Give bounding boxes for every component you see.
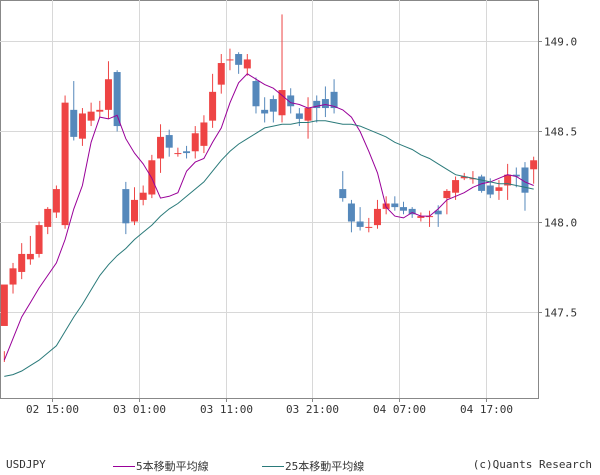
candle-body [278,90,286,116]
candle-body [408,208,416,215]
candle-body [157,136,165,159]
candle-body [530,160,538,170]
symbol-label: USDJPY [6,458,46,471]
candle-body [61,102,69,226]
candle-body [426,216,434,218]
candle-body [486,185,494,195]
candle-body [504,174,512,186]
y-tick-label: 147.5 [544,307,577,320]
candle-body [443,190,451,199]
candle-body [200,122,208,146]
candle-body [226,59,234,61]
ma25-legend-swatch [262,466,284,467]
candle-body [191,133,199,152]
x-tick-label: 03 01:00 [113,403,166,416]
y-tick-label: 148.0 [544,217,577,230]
candle-body [460,176,468,179]
candle-body [209,91,217,121]
candle-body [321,99,329,109]
candle-body [313,100,321,109]
candle-body [139,192,147,200]
candle-body [70,109,78,137]
candle-body [339,189,347,199]
candle-body [217,63,225,85]
ma5-legend-label: 5本移動平均線 [136,460,209,473]
ma5-line [3,73,534,361]
candle-body [235,54,243,65]
copyright-label: (c)Quants Research [472,458,592,471]
candle-body [18,253,26,272]
y-tick-label: 148.5 [544,126,577,139]
candle-body [400,207,407,211]
candle-body [452,180,460,193]
x-tick-label: 04 17:00 [460,403,513,416]
footer-bar: USDJPY 5本移動平均線 25本移動平均線 (c)Quants Resear… [0,455,600,475]
candle-body [174,153,182,155]
price-chart: 149.0 148.5 148.0 147.5 02 15:00 03 01:00 03 1… [0,0,577,416]
candle-body [295,113,303,119]
x-tick-label: 04 07:00 [373,403,426,416]
candle-body [261,109,269,114]
candle-body [304,108,312,121]
candle-body [417,216,425,218]
candle-body [52,189,60,213]
x-tick-label: 03 21:00 [286,403,339,416]
candle-body [521,167,529,193]
candle-body [165,135,173,148]
candle-body [78,113,86,139]
candle-body [434,210,442,215]
candle-body [96,109,104,112]
candle-body [26,253,34,260]
candle-body [495,187,503,191]
x-tick-label: 02 15:00 [26,403,79,416]
candle-body [35,225,43,254]
candle-body [373,208,381,226]
ma5-legend-swatch [113,466,135,467]
candle-body [391,203,399,208]
plot-area [0,0,539,399]
candle-body [131,199,138,222]
ma25-legend-label: 25本移動平均線 [285,460,365,473]
candle-body [183,151,191,154]
candle-body [104,79,112,110]
candle-body [122,189,130,224]
candle-body [44,208,52,227]
candle-body [113,72,121,127]
candle-body [287,95,295,107]
y-tick-label: 149.0 [544,36,577,49]
candle-body [243,59,251,69]
candle-body [356,221,364,227]
candle-body [87,111,95,121]
candle-body [347,203,355,222]
candle-body [252,81,260,107]
ma25-line [4,120,534,377]
candle-body [365,226,373,228]
candle-body [330,91,338,109]
x-tick-label: 03 11:00 [200,403,253,416]
candle-body [0,284,8,326]
candle-body [269,99,277,112]
candle-body [9,268,17,285]
candle-body [512,174,520,177]
